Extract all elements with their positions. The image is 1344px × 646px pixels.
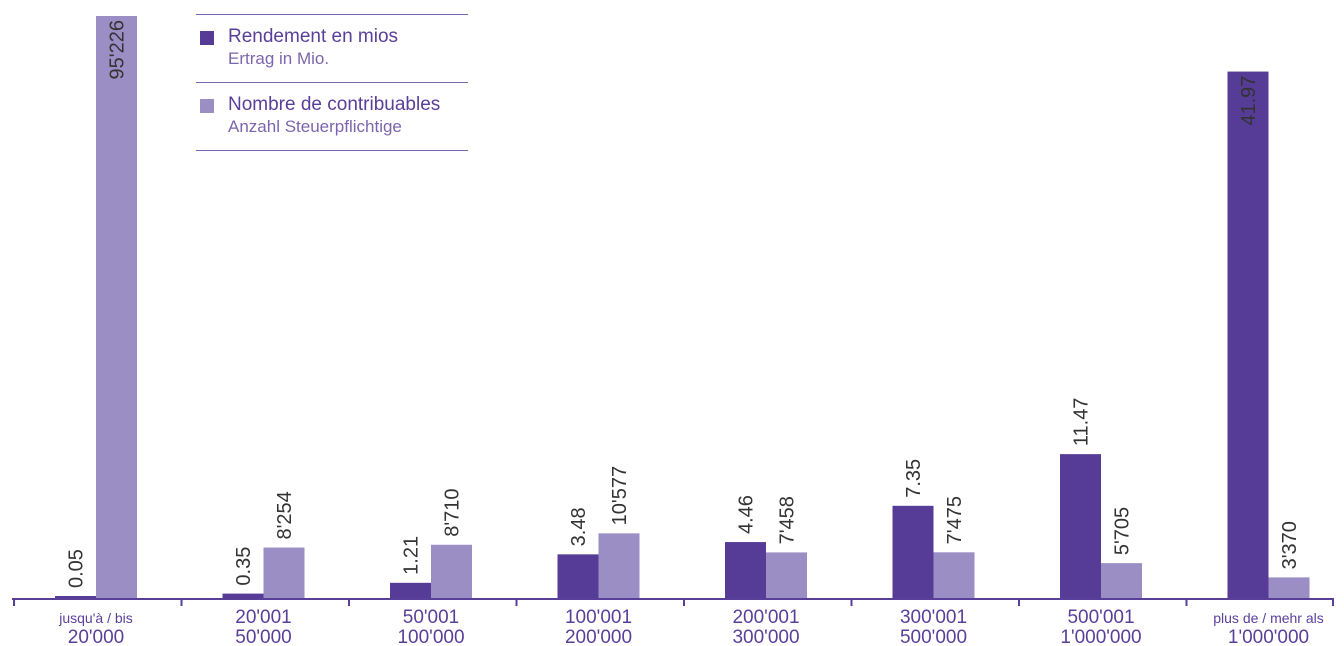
- data-label-revenue: 0.05: [66, 549, 88, 588]
- category-label-bottom: 1'000'000: [1228, 627, 1309, 646]
- category-labels-group: jusqu'à / bis20'00020'00150'00050'001100…: [58, 607, 1324, 646]
- bar-revenue: [892, 505, 934, 598]
- bar-taxpayers: [766, 552, 807, 598]
- data-label-revenue: 1.21: [401, 536, 423, 575]
- legend-label-revenue: Rendement en mios: [228, 26, 399, 47]
- bar-taxpayers: [96, 16, 137, 598]
- data-label-taxpayers: 95'226: [107, 20, 129, 79]
- category-label-top: plus de / mehr als: [1213, 610, 1324, 626]
- legend-sublabel-taxpayers: Anzahl Steuerpflichtige: [228, 117, 402, 136]
- category-label-bottom: 200'000: [565, 627, 632, 646]
- bar-revenue: [1227, 71, 1269, 599]
- bar-revenue: [557, 554, 599, 598]
- data-label-taxpayers: 7'475: [944, 496, 966, 544]
- data-label-taxpayers: 3'370: [1279, 521, 1301, 569]
- data-label-taxpayers: 10'577: [609, 466, 631, 525]
- legend-swatch-taxpayers: [200, 99, 214, 113]
- category-label-bottom: 100'000: [397, 627, 464, 646]
- x-axis-ticks: [13, 599, 1334, 606]
- category-label-top: 300'001: [900, 607, 967, 628]
- category-label-bottom: 500'000: [900, 627, 967, 646]
- value-labels-group: 0.05 0.35 1.21 3.48 4.46 7.35 11.47 41.97 95'226…: [66, 20, 1302, 588]
- data-label-revenue: 4.46: [736, 495, 758, 534]
- category-label-top: 20'001: [235, 607, 291, 628]
- data-label-revenue: 41.97: [1238, 76, 1260, 126]
- data-label-taxpayers: 8'254: [274, 491, 296, 539]
- category-label-bottom: 20'000: [68, 627, 124, 646]
- bar-revenue: [55, 596, 96, 598]
- bar-taxpayers: [933, 552, 975, 598]
- data-label-revenue: 7.35: [903, 459, 925, 498]
- category-label-top: 100'001: [565, 607, 632, 628]
- category-label-top: 200'001: [732, 607, 799, 628]
- data-label-taxpayers: 5'705: [1112, 507, 1134, 555]
- bars-group: [55, 16, 1310, 599]
- bar-taxpayers: [263, 547, 305, 598]
- legend-label-taxpayers: Nombre de contribuables: [228, 94, 441, 115]
- category-label-top: 500'001: [1067, 607, 1134, 628]
- legend-sublabel-revenue: Ertrag in Mio.: [228, 49, 330, 68]
- bar-revenue: [390, 582, 431, 598]
- bar-taxpayers: [431, 544, 472, 598]
- bar-revenue: [725, 542, 766, 598]
- category-label-bottom: 50'000: [235, 627, 291, 646]
- legend-entry-taxpayers: Nombre de contribuables Anzahl Steuerpfl…: [196, 83, 468, 151]
- category-label-top: 50'001: [403, 607, 459, 628]
- legend-swatch-revenue: [200, 31, 214, 45]
- data-label-revenue: 11.47: [1071, 398, 1093, 447]
- data-label-revenue: 0.35: [233, 547, 255, 586]
- data-label-taxpayers: 7'458: [777, 496, 799, 544]
- category-label-bottom: 1'000'000: [1060, 627, 1141, 646]
- data-label-revenue: 3.48: [568, 507, 590, 546]
- data-label-taxpayers: 8'710: [442, 488, 464, 536]
- bar-revenue: [222, 593, 264, 598]
- bar-taxpayers: [598, 533, 640, 598]
- bar-revenue: [1060, 454, 1101, 598]
- category-label-bottom: 300'000: [732, 627, 799, 646]
- legend-entry-revenue: Rendement en mios Ertrag in Mio.: [196, 14, 468, 83]
- legend: Rendement en mios Ertrag in Mio. Nombre …: [196, 14, 468, 151]
- bar-taxpayers: [1268, 577, 1310, 598]
- category-label-top: jusqu'à / bis: [58, 610, 133, 626]
- bar-taxpayers: [1101, 563, 1142, 598]
